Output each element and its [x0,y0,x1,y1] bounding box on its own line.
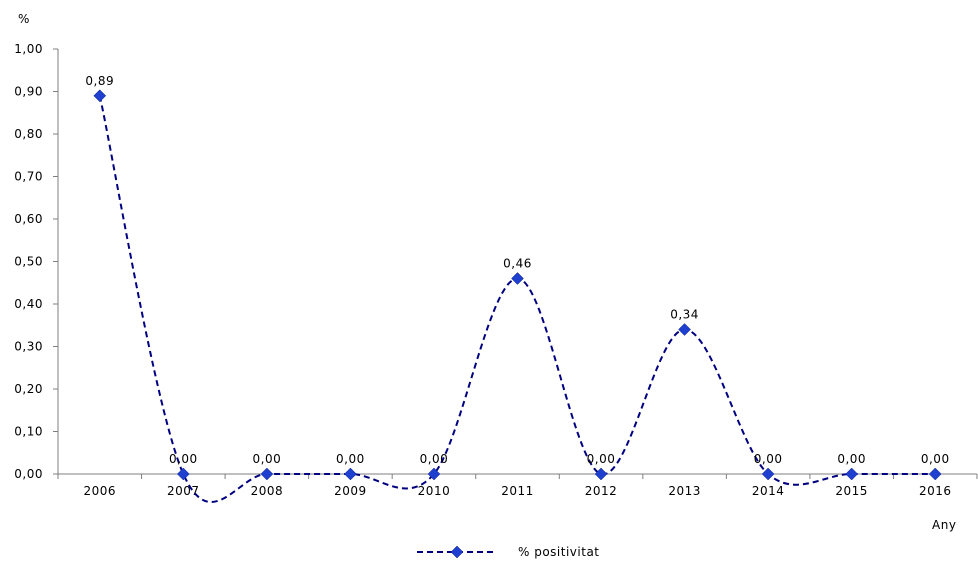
y-tick-label: 0,30 [14,340,43,354]
data-label: 0,00 [921,452,950,466]
y-tick-label: 0,20 [14,382,43,396]
data-label: 0,89 [85,74,114,88]
series-line [98,95,936,503]
data-point-marker [594,467,608,481]
legend-label: % positivitat [518,545,600,559]
y-tick-label: 0,50 [14,255,43,269]
data-point-marker [511,272,524,285]
data-point-marker [761,467,775,481]
y-tick-label: 0,00 [14,467,43,481]
x-tick-label: 2010 [418,484,451,498]
x-tick-label: 2011 [501,484,534,498]
x-tick-label: 2007 [167,484,200,498]
y-axis-title: % [18,12,30,26]
y-tick-label: 0,10 [14,425,43,439]
data-point-marker [678,323,691,336]
legend-marker [450,545,464,559]
series-group [93,89,942,503]
y-tick-label: 0,80 [14,127,43,141]
data-label: 0,00 [253,452,282,466]
y-axis: 0,00 0,10 0,20 0,30 0,40 0,50 0,60 0,70 0,80 0,90… [14,42,59,481]
data-point-marker [176,467,190,481]
data-point-marker [845,467,859,481]
data-label: 0,34 [670,308,699,322]
x-tick-label: 2015 [835,484,868,498]
x-tick-label: 2013 [668,484,701,498]
y-tick-label: 0,70 [14,170,43,184]
y-tick-label: 1,00 [14,42,43,56]
y-tick-label: 0,90 [14,85,43,99]
x-tick-label: 2009 [334,484,367,498]
data-point-marker [427,467,441,481]
x-tick-label: 2016 [919,484,952,498]
x-tick-label: 2008 [251,484,284,498]
data-label: 0,00 [587,452,616,466]
x-tick-label: 2014 [752,484,785,498]
x-axis: 2006 2007 2008 2009 2010 2011 2012 2013 2014 2015… [57,473,978,498]
data-label: 0,00 [754,452,783,466]
x-tick-label: 2006 [83,484,116,498]
x-axis-title: Any [932,518,956,532]
y-tick-label: 0,40 [14,297,43,311]
data-labels: 0,89 0,00 0,00 0,00 0,00 0,46 0,00 0,34 0,00 0,00… [85,74,949,466]
x-tick-label: 2012 [585,484,618,498]
legend: % positivitat [417,545,600,559]
data-label: 0,00 [420,452,449,466]
data-label: 0,00 [336,452,365,466]
data-label: 0,00 [837,452,866,466]
data-point-marker [93,89,107,103]
data-label: 0,00 [169,452,198,466]
data-label: 0,46 [503,257,532,271]
data-point-marker [928,467,942,481]
data-point-marker [344,467,357,481]
y-tick-label: 0,60 [14,212,43,226]
data-point-marker [260,467,274,481]
